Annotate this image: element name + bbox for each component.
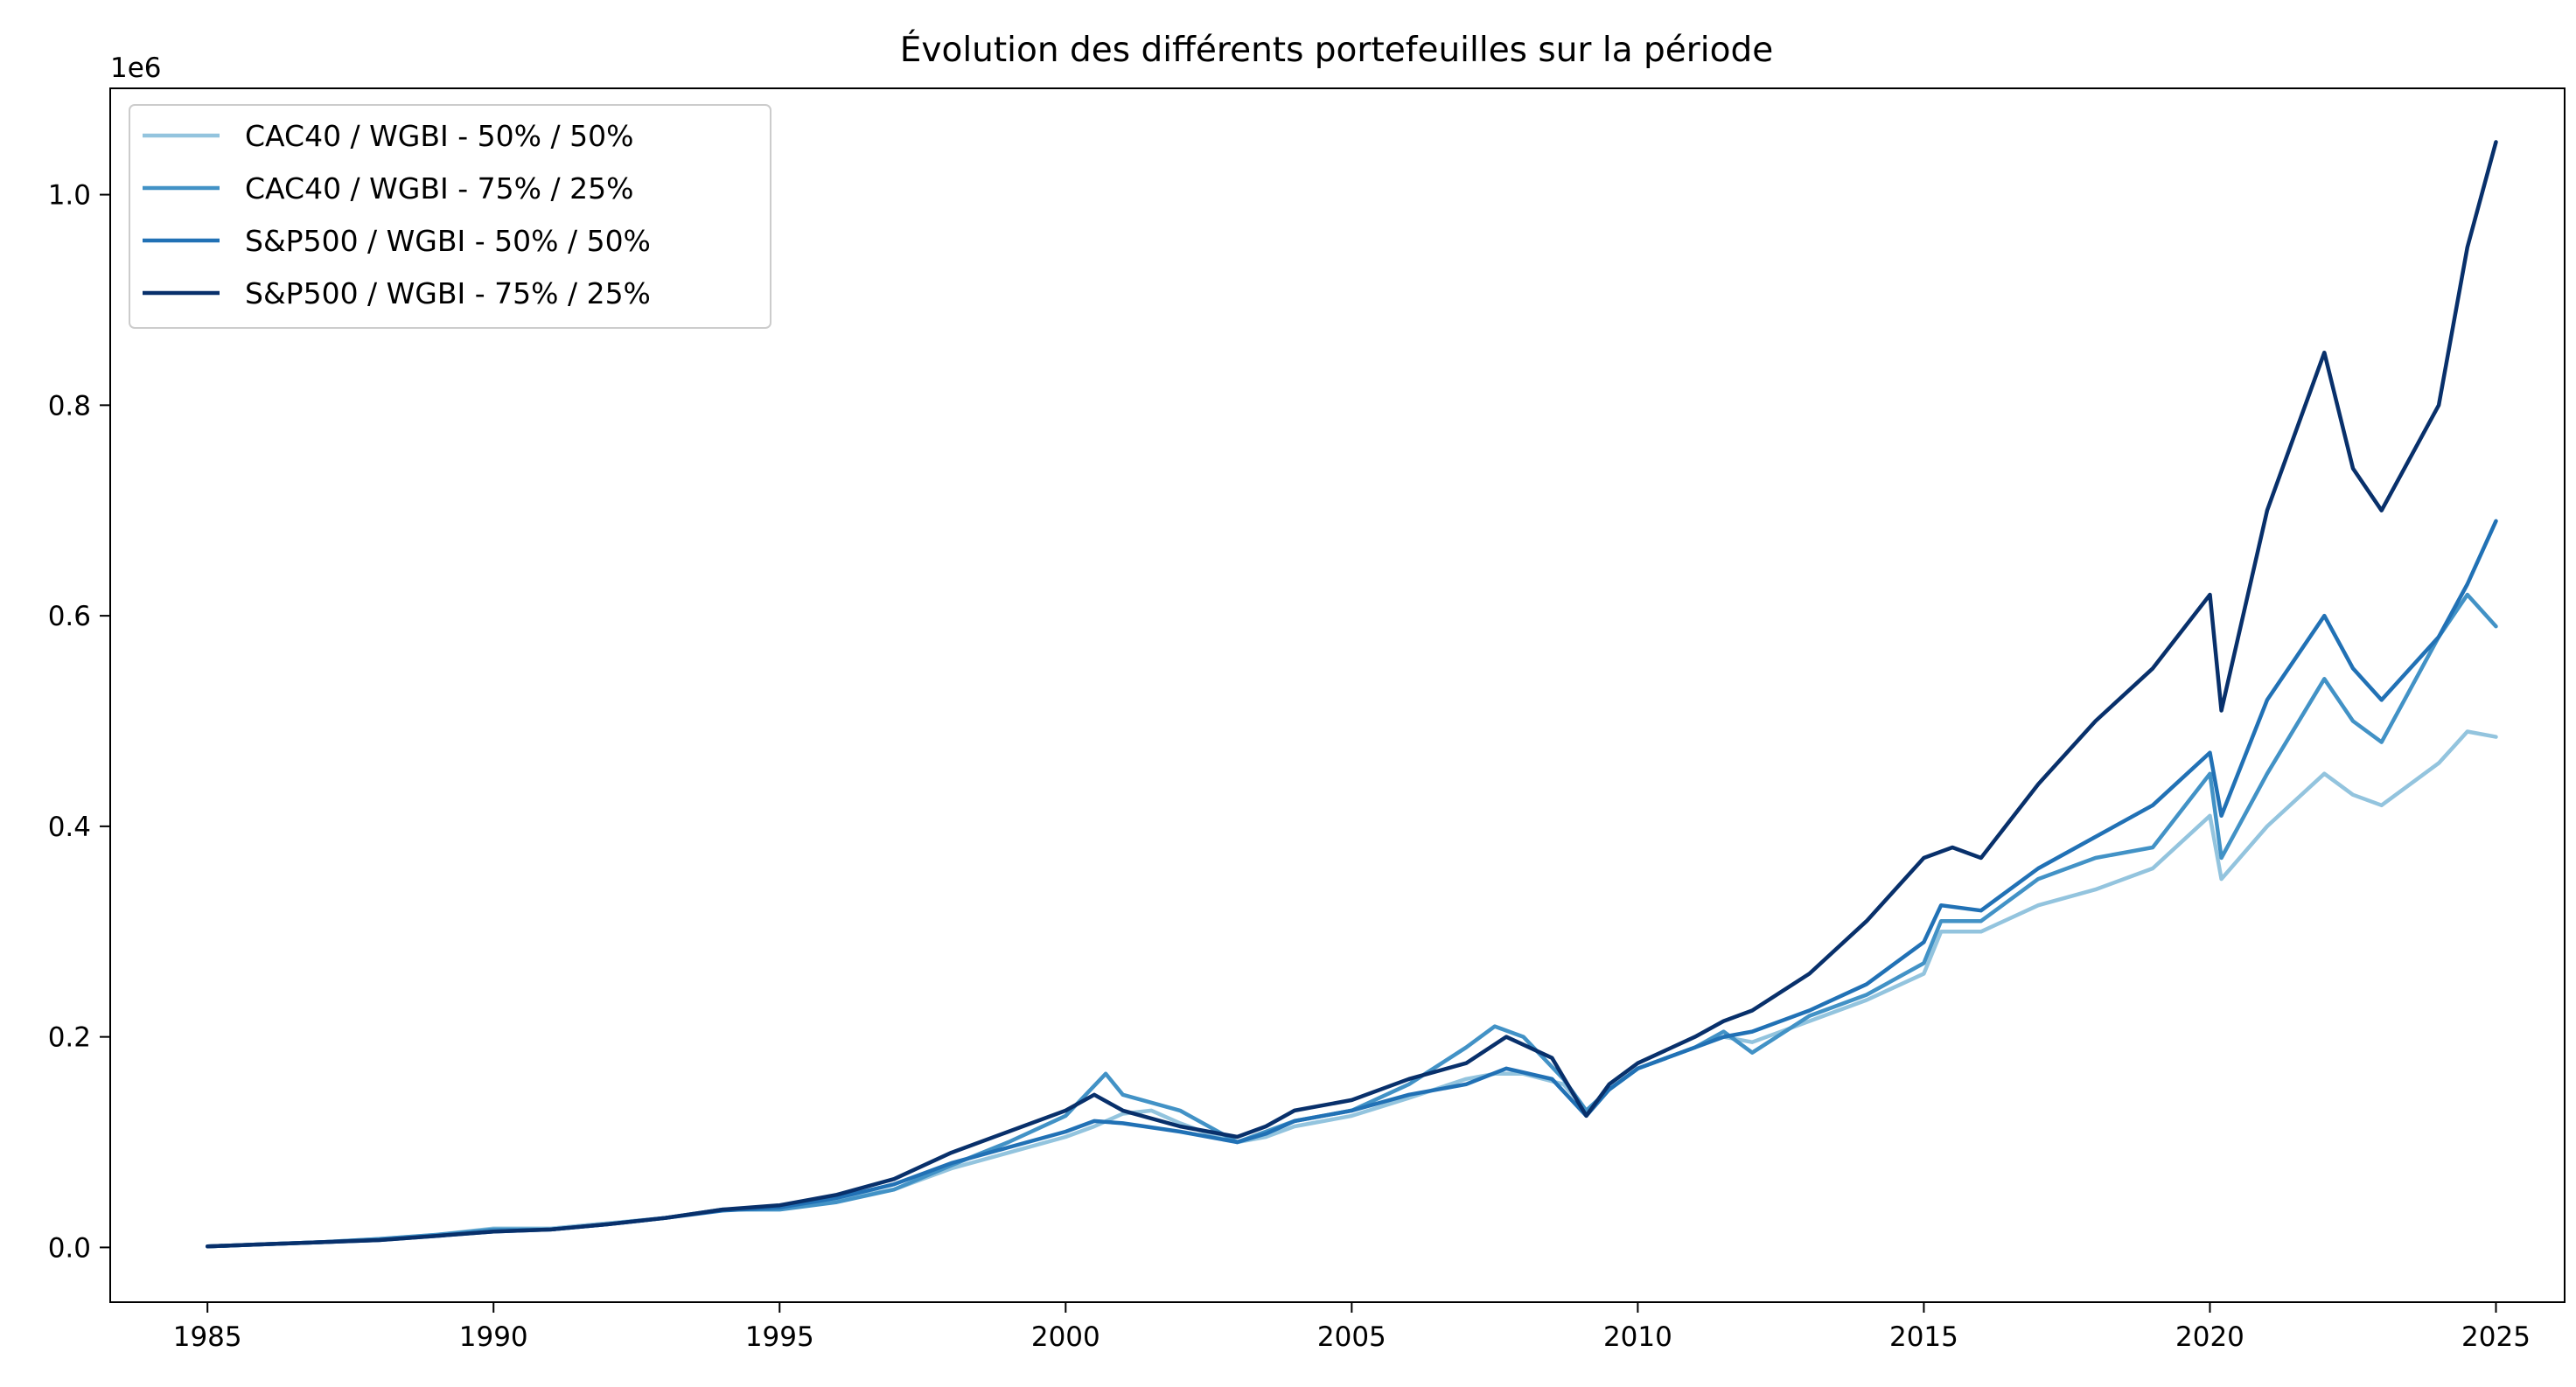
x-tick-label: 2005	[1317, 1321, 1386, 1353]
series-line-4	[205, 140, 2498, 1249]
x-axis: 1985 1990 1995 2000 2005 2010 2015 2020 2025	[173, 1302, 2531, 1353]
y-tick-label: 0.8	[48, 390, 91, 422]
y-tick-label: 0.0	[48, 1232, 91, 1264]
y-offset-label: 1e6	[110, 52, 162, 84]
y-tick-label: 0.4	[48, 812, 91, 843]
legend-box	[129, 104, 771, 329]
legend-label-4: S&P500 / WGBI - 75% / 25%	[245, 276, 651, 310]
x-tick-label: 1985	[173, 1321, 242, 1353]
x-tick-label: 2000	[1031, 1321, 1100, 1353]
legend: CAC40 / WGBI - 50% / 50% CAC40 / WGBI - 7…	[129, 104, 771, 329]
x-tick-label: 2025	[2461, 1321, 2531, 1353]
x-tick-label: 2020	[2175, 1321, 2244, 1353]
y-tick-label: 0.2	[48, 1022, 91, 1054]
x-tick-label: 1995	[745, 1321, 814, 1353]
x-tick-label: 2010	[1603, 1321, 1672, 1353]
x-tick-label: 2015	[1889, 1321, 1958, 1353]
x-tick-label: 1990	[459, 1321, 528, 1353]
plot-frame	[109, 87, 2566, 1303]
legend-label-3: S&P500 / WGBI - 50% / 50%	[245, 224, 651, 258]
y-tick-label: 1.0	[48, 180, 91, 212]
series-layer	[205, 140, 2498, 1249]
legend-label-2: CAC40 / WGBI - 75% / 25%	[245, 171, 633, 206]
chart-title: Évolution des différents portefeuilles s…	[900, 29, 1773, 70]
legend-label-1: CAC40 / WGBI - 50% / 50%	[245, 119, 633, 153]
y-axis: 0.0 0.2 0.4 0.6 0.8 1.0	[48, 180, 110, 1264]
y-tick-label: 0.6	[48, 601, 91, 632]
